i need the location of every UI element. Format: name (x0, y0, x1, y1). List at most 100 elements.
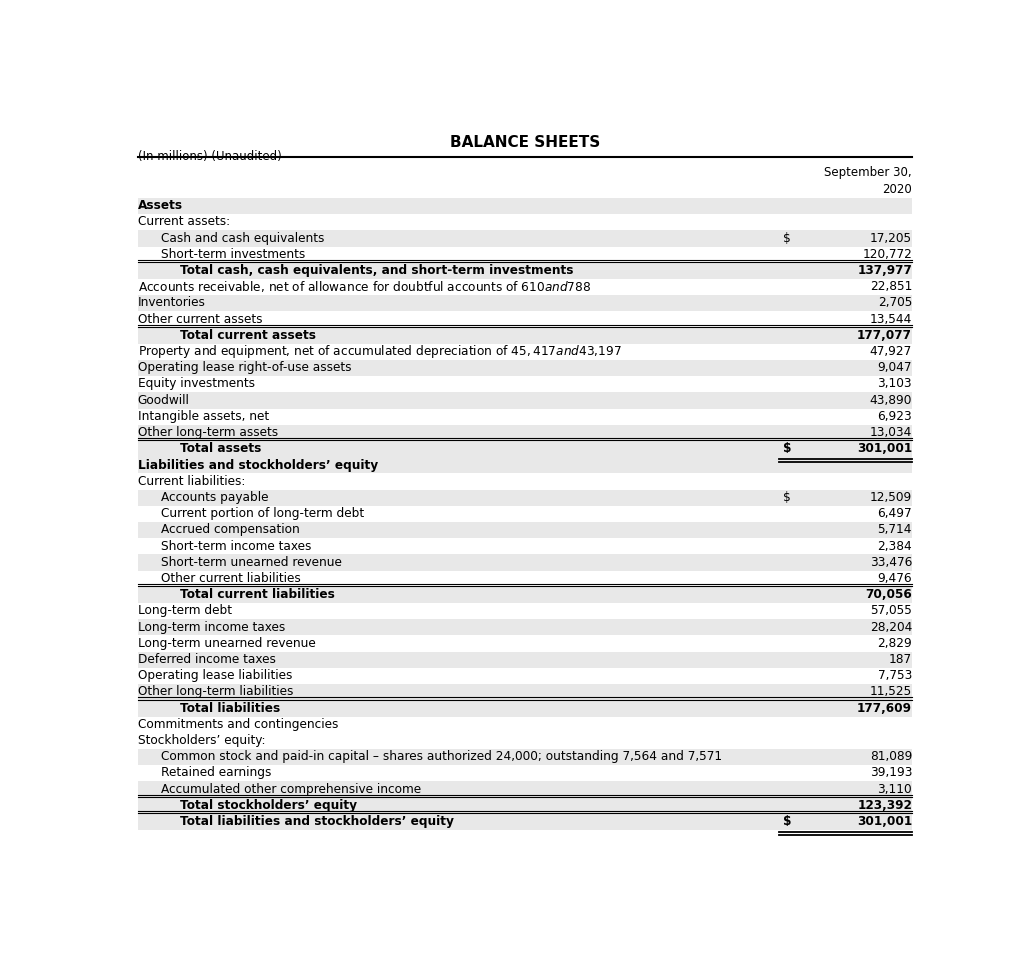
Text: Other current assets: Other current assets (137, 312, 262, 326)
Bar (137, 425, 912, 441)
Text: Equity investments: Equity investments (137, 378, 255, 390)
Text: Deferred income taxes: Deferred income taxes (137, 652, 275, 665)
Text: Accounts payable: Accounts payable (162, 490, 269, 504)
Text: Total liabilities and stockholders’ equity: Total liabilities and stockholders’ equi… (179, 815, 454, 827)
Text: 3,110: 3,110 (878, 781, 912, 795)
Text: September 30,
2020: September 30, 2020 (824, 166, 912, 197)
Text: 13,034: 13,034 (869, 425, 912, 439)
Text: Stockholders’ equity:: Stockholders’ equity: (137, 734, 265, 746)
Text: 47,927: 47,927 (869, 344, 912, 358)
Text: Total current liabilities: Total current liabilities (179, 588, 335, 600)
Bar (137, 587, 912, 603)
Text: Current portion of long-term debt: Current portion of long-term debt (162, 507, 365, 519)
Text: Common stock and paid-in capital – shares authorized 24,000; outstanding 7,564 a: Common stock and paid-in capital – share… (162, 749, 723, 763)
Bar (137, 781, 912, 798)
Text: 177,077: 177,077 (857, 329, 912, 341)
Text: Total assets: Total assets (179, 442, 261, 455)
Bar (137, 458, 912, 474)
Bar (137, 199, 912, 215)
Text: 7,753: 7,753 (878, 669, 912, 682)
Bar (137, 652, 912, 668)
Text: Short-term income taxes: Short-term income taxes (162, 539, 311, 552)
Text: $: $ (782, 442, 792, 455)
Bar (137, 749, 912, 766)
Bar (137, 361, 912, 377)
Text: 22,851: 22,851 (869, 280, 912, 293)
Bar (137, 814, 912, 830)
Text: $: $ (782, 490, 791, 504)
Text: 137,977: 137,977 (857, 264, 912, 277)
Text: 301,001: 301,001 (857, 815, 912, 827)
Text: Liabilities and stockholders’ equity: Liabilities and stockholders’ equity (137, 458, 378, 471)
Text: Long-term debt: Long-term debt (137, 603, 231, 617)
Text: 6,923: 6,923 (878, 410, 912, 422)
Bar (137, 295, 912, 312)
Text: 3,103: 3,103 (878, 378, 912, 390)
Text: Intangible assets, net: Intangible assets, net (137, 410, 268, 422)
Text: 43,890: 43,890 (869, 393, 912, 406)
Text: Retained earnings: Retained earnings (162, 766, 271, 778)
Text: Current assets:: Current assets: (137, 215, 229, 228)
Text: 187: 187 (889, 652, 912, 665)
Text: Assets: Assets (137, 199, 182, 212)
Text: Goodwill: Goodwill (137, 393, 189, 406)
Text: 39,193: 39,193 (869, 766, 912, 778)
Text: Total cash, cash equivalents, and short-term investments: Total cash, cash equivalents, and short-… (179, 264, 573, 277)
Text: Total stockholders’ equity: Total stockholders’ equity (179, 798, 356, 811)
Bar (137, 490, 912, 507)
Text: Short-term investments: Short-term investments (162, 247, 305, 260)
Text: Total liabilities: Total liabilities (179, 701, 280, 714)
Text: 2,384: 2,384 (878, 539, 912, 552)
Text: 11,525: 11,525 (869, 685, 912, 697)
Text: 17,205: 17,205 (870, 232, 912, 244)
Bar (137, 263, 912, 280)
Text: 70,056: 70,056 (865, 588, 912, 600)
Bar (137, 393, 912, 409)
Text: Accumulated other comprehensive income: Accumulated other comprehensive income (162, 781, 422, 795)
Text: 12,509: 12,509 (869, 490, 912, 504)
Text: 120,772: 120,772 (862, 247, 912, 260)
Text: 9,047: 9,047 (878, 361, 912, 374)
Text: Inventories: Inventories (137, 296, 206, 309)
Bar (137, 700, 912, 717)
Bar (137, 685, 912, 700)
Text: Property and equipment, net of accumulated depreciation of $45,417 and $43,197: Property and equipment, net of accumulat… (137, 342, 622, 360)
Text: Long-term income taxes: Long-term income taxes (137, 620, 285, 633)
Text: Accrued compensation: Accrued compensation (162, 523, 300, 536)
Text: Operating lease right-of-use assets: Operating lease right-of-use assets (137, 361, 351, 374)
Text: 33,476: 33,476 (869, 556, 912, 568)
Text: 57,055: 57,055 (870, 603, 912, 617)
Text: 177,609: 177,609 (857, 701, 912, 714)
Text: 2,829: 2,829 (878, 636, 912, 649)
Text: 81,089: 81,089 (869, 749, 912, 763)
Text: Other current liabilities: Other current liabilities (162, 571, 301, 585)
Text: Current liabilities:: Current liabilities: (137, 474, 245, 487)
Bar (137, 555, 912, 571)
Bar (137, 798, 912, 814)
Text: Total current assets: Total current assets (179, 329, 315, 341)
Text: 5,714: 5,714 (878, 523, 912, 536)
Text: Other long-term assets: Other long-term assets (137, 425, 278, 439)
Text: Other long-term liabilities: Other long-term liabilities (137, 685, 293, 697)
Text: (In millions) (Unaudited): (In millions) (Unaudited) (137, 150, 282, 162)
Text: 28,204: 28,204 (869, 620, 912, 633)
Text: 123,392: 123,392 (857, 798, 912, 811)
Bar (137, 231, 912, 247)
Text: 6,497: 6,497 (878, 507, 912, 519)
Bar (137, 522, 912, 539)
Text: Commitments and contingencies: Commitments and contingencies (137, 717, 338, 731)
Text: Cash and cash equivalents: Cash and cash equivalents (162, 232, 325, 244)
Text: Operating lease liabilities: Operating lease liabilities (137, 669, 292, 682)
Bar (137, 441, 912, 458)
Text: $: $ (782, 232, 791, 244)
Text: $: $ (782, 815, 792, 827)
Bar (137, 620, 912, 636)
Text: 13,544: 13,544 (869, 312, 912, 326)
Text: 2,705: 2,705 (878, 296, 912, 309)
Text: Long-term unearned revenue: Long-term unearned revenue (137, 636, 315, 649)
Text: 301,001: 301,001 (857, 442, 912, 455)
Bar (137, 329, 912, 344)
Text: BALANCE SHEETS: BALANCE SHEETS (450, 135, 600, 150)
Text: Short-term unearned revenue: Short-term unearned revenue (162, 556, 342, 568)
Text: 9,476: 9,476 (878, 571, 912, 585)
